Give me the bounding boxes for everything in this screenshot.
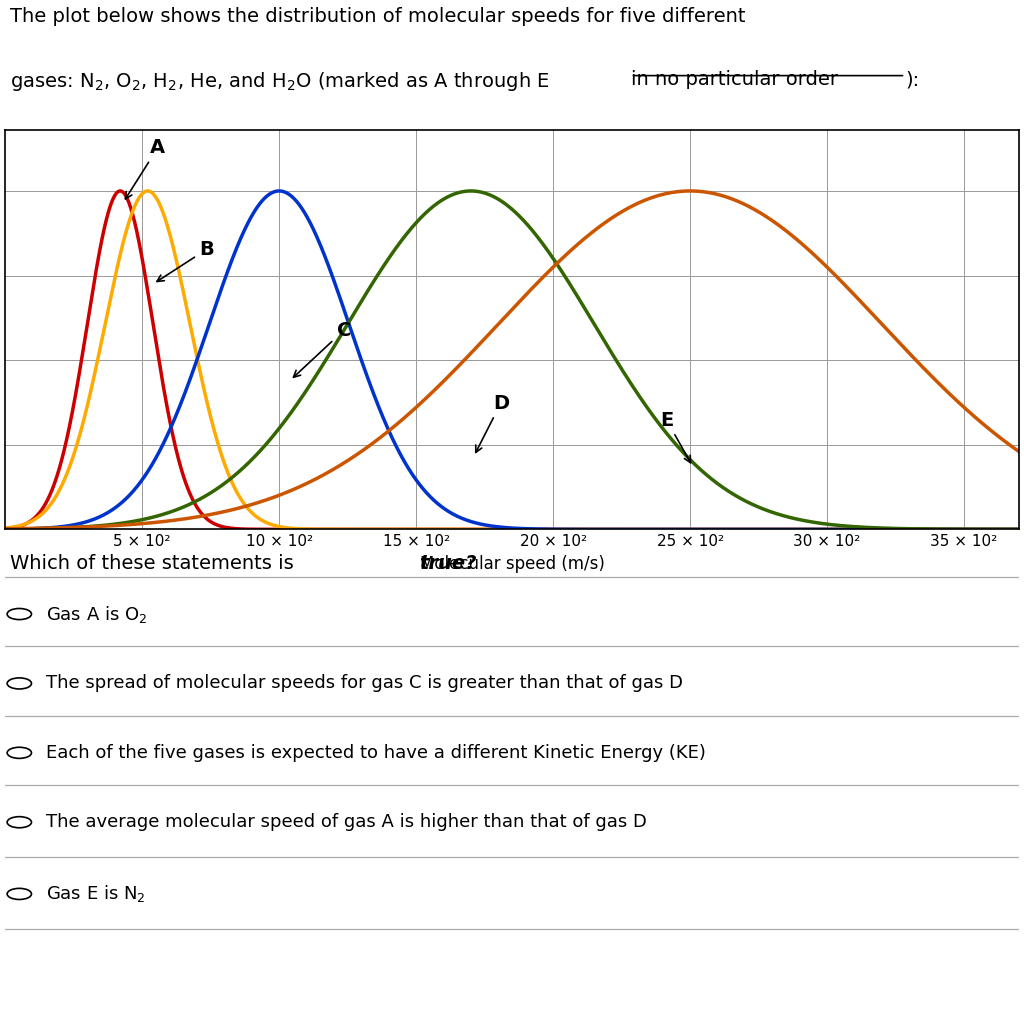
Text: gases: N$_2$, O$_2$, H$_2$, He, and H$_2$O (marked as A through E: gases: N$_2$, O$_2$, H$_2$, He, and H$_2… [10,70,551,93]
Text: Gas E is N$_2$: Gas E is N$_2$ [46,884,145,904]
X-axis label: Molecular speed (m/s): Molecular speed (m/s) [420,554,604,573]
Text: The plot below shows the distribution of molecular speeds for five different: The plot below shows the distribution of… [10,7,745,26]
Text: true?: true? [419,553,476,573]
Text: Gas A is O$_2$: Gas A is O$_2$ [46,604,147,624]
Text: ):: ): [905,70,920,89]
Text: in no particular order: in no particular order [631,70,838,89]
Text: Which of these statements is: Which of these statements is [10,553,300,573]
Text: A: A [125,138,166,199]
Text: Each of the five gases is expected to have a different Kinetic Energy (KE): Each of the five gases is expected to ha… [46,743,706,762]
Text: D: D [476,394,509,452]
Text: The average molecular speed of gas A is higher than that of gas D: The average molecular speed of gas A is … [46,813,646,831]
Text: The spread of molecular speeds for gas C is greater than that of gas D: The spread of molecular speeds for gas C… [46,675,683,693]
Text: B: B [157,239,214,282]
Text: C: C [294,321,351,378]
Text: E: E [659,410,690,463]
